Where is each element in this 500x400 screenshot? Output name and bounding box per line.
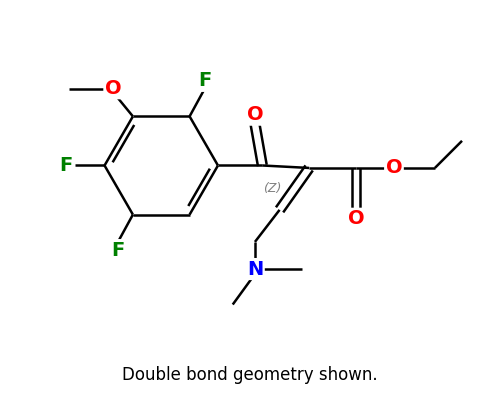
Text: N: N [247, 260, 263, 278]
Text: (Z): (Z) [263, 182, 281, 196]
Text: O: O [348, 209, 364, 228]
Text: O: O [105, 79, 122, 98]
Text: Double bond geometry shown.: Double bond geometry shown. [122, 366, 378, 384]
Text: F: F [112, 240, 124, 260]
Text: F: F [60, 156, 72, 175]
Text: F: F [198, 71, 211, 90]
Text: O: O [386, 158, 402, 178]
Text: O: O [246, 105, 263, 124]
